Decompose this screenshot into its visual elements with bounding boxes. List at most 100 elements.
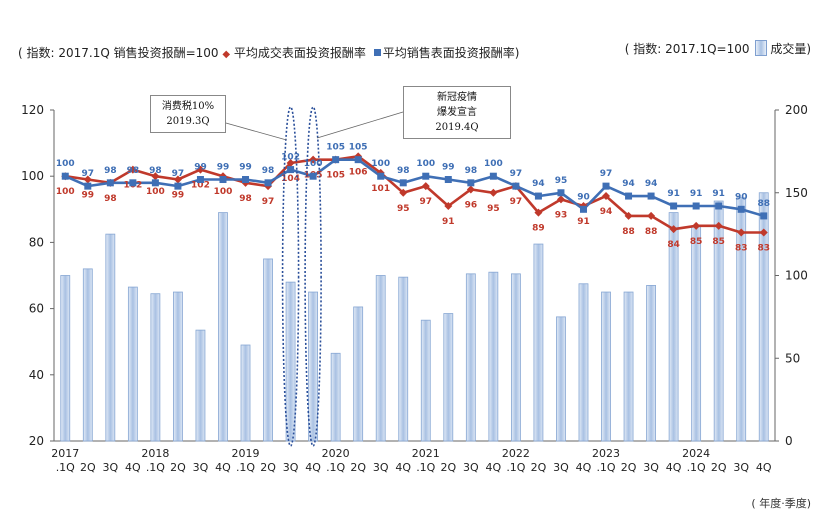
volume-bar — [195, 329, 206, 442]
volume-bar — [578, 283, 589, 442]
blue-point — [106, 179, 114, 187]
left-tick-label: 80 — [29, 235, 44, 249]
red-diamond-icon: ◆ — [222, 49, 231, 60]
red-point — [534, 208, 543, 217]
volume-bar — [375, 275, 386, 442]
blue-data-label: 100 — [416, 159, 435, 169]
blue-data-label: 100 — [484, 159, 503, 169]
blue-data-label: 100 — [56, 159, 75, 169]
volume-bar — [601, 291, 611, 442]
volume-bar — [736, 197, 747, 442]
blue-data-label: 100 — [371, 159, 390, 169]
blue-data-label: 94 — [645, 179, 658, 189]
x-year-label: 2018 — [141, 447, 169, 460]
x-quarter-label: 4Q — [756, 461, 772, 474]
red-series-line — [65, 155, 764, 234]
red-data-label: 91 — [577, 217, 590, 227]
blue-series-line — [64, 158, 765, 218]
red-data-label: 99 — [82, 191, 95, 201]
red-data-label: 83 — [735, 243, 748, 253]
x-year-label: 2023 — [592, 447, 620, 460]
red-data-label: 84 — [667, 240, 680, 250]
volume-bar — [127, 286, 138, 442]
blue-data-label: 97 — [82, 169, 95, 179]
x-quarter-label: .1Q — [236, 461, 255, 474]
blue-data-label: 98 — [127, 166, 140, 176]
red-data-label: 91 — [442, 217, 455, 227]
annotation-2-line1: 新冠疫情 — [437, 92, 477, 103]
annotation-1-line2: 2019.3Q — [166, 116, 210, 127]
red-point — [556, 195, 565, 204]
blue-point — [264, 179, 272, 187]
red-data-label: 88 — [645, 227, 658, 237]
red-point — [128, 165, 137, 174]
x-quarter-label: .1Q — [687, 461, 706, 474]
blue-data-label: 90 — [735, 192, 748, 202]
x-quarter-label: 3Q — [733, 461, 749, 474]
blue-point — [625, 192, 633, 200]
red-data-label: 98 — [239, 194, 252, 204]
blue-data-label: 105 — [326, 143, 345, 153]
blue-point — [579, 205, 587, 213]
right-tick-label: 0 — [785, 434, 793, 448]
x-year-label: 2019 — [232, 447, 260, 460]
blue-data-label: 97 — [600, 169, 613, 179]
blue-data-label: 97 — [172, 169, 185, 179]
blue-data-label: 98 — [104, 166, 117, 176]
red-point — [714, 221, 723, 230]
blue-data-label: 88 — [757, 199, 770, 209]
left-tick-label: 120 — [21, 103, 44, 117]
left-legend-prefix: ( 指数: 2017.1Q 销售投资报酬=100 — [18, 46, 219, 60]
red-data-label: 96 — [465, 200, 478, 210]
blue-point — [715, 202, 723, 210]
blue-point — [174, 182, 182, 190]
blue-data-label: 98 — [465, 166, 478, 176]
blue-point — [760, 212, 768, 220]
volume-bar — [240, 344, 251, 442]
blue-point — [332, 156, 340, 164]
x-year-label: 2022 — [502, 447, 530, 460]
blue-point — [534, 192, 542, 200]
blue-data-label: 102 — [281, 153, 300, 163]
blue-point — [242, 176, 250, 184]
x-year-label: 2021 — [412, 447, 440, 460]
red-point — [196, 165, 205, 174]
x-quarter-label: 2Q — [260, 461, 276, 474]
x-quarter-label: .1Q — [326, 461, 345, 474]
x-quarter-label: .1Q — [506, 461, 525, 474]
blue-data-label: 91 — [667, 189, 680, 199]
x-year-label: 2024 — [682, 447, 710, 460]
blue-data-label: 99 — [442, 163, 455, 173]
blue-point — [309, 172, 317, 180]
blue-point — [219, 176, 227, 184]
blue-point — [422, 172, 430, 180]
volume-bar — [465, 273, 476, 442]
highlight-2019-4q — [304, 106, 322, 447]
x-quarter-label: 3Q — [463, 461, 479, 474]
red-data-label: 105 — [326, 171, 345, 181]
x-quarter-label: 2Q — [170, 461, 186, 474]
annotation-2-connector — [316, 111, 404, 139]
x-year-label: 2017 — [51, 447, 79, 460]
blue-data-label: 98 — [149, 166, 162, 176]
volume-bar — [510, 273, 521, 442]
volume-bar — [713, 200, 724, 442]
annotation-2-line3: 2019.4Q — [435, 122, 479, 133]
red-data-label: 85 — [712, 237, 725, 247]
volume-bar — [646, 285, 656, 442]
blue-point — [557, 189, 565, 197]
blue-point — [354, 156, 362, 164]
red-series-label: 平均成交表面投资报酬率 — [233, 46, 366, 60]
red-point — [759, 228, 768, 237]
x-year-label: 2020 — [322, 447, 350, 460]
bar-swatch-icon — [755, 40, 768, 56]
x-quarter-label: 3Q — [373, 461, 389, 474]
x-quarter-label: 3Q — [283, 461, 299, 474]
x-quarter-label: 2Q — [350, 461, 366, 474]
volume-bar — [60, 275, 71, 442]
blue-data-label: 105 — [349, 143, 368, 153]
red-point — [421, 182, 430, 191]
annotation-2-line2: 爆发宣言 — [437, 107, 477, 118]
x-quarter-label: 4Q — [215, 461, 231, 474]
